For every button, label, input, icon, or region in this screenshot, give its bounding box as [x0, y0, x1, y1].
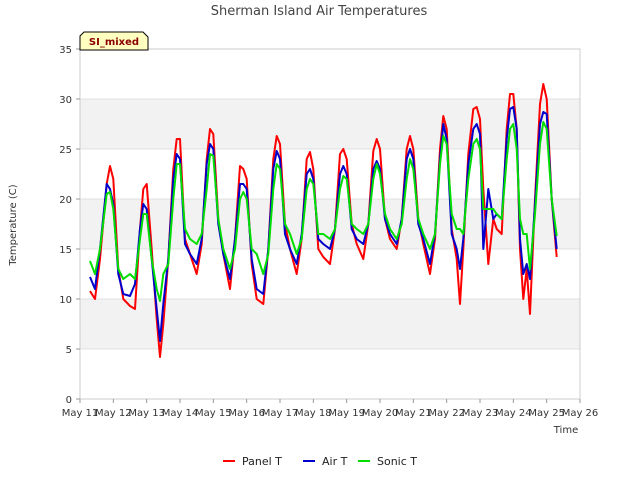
x-tick-label: May 24: [495, 408, 532, 419]
background-band: [80, 99, 580, 149]
x-tick-label: May 25: [528, 408, 565, 419]
background-band: [80, 199, 580, 249]
y-tick-label: 15: [59, 245, 72, 256]
y-axis-title: Temperature (C): [8, 184, 19, 266]
x-tick-label: May 15: [195, 408, 232, 419]
x-tick-label: May 26: [562, 408, 599, 419]
legend: Panel T Air T Sonic T: [223, 455, 417, 468]
badge-label: SI_mixed: [89, 37, 139, 48]
x-tick-label: May 13: [128, 408, 165, 419]
x-tick-label: May 16: [228, 408, 265, 419]
x-tick-label: May 19: [328, 408, 365, 419]
x-tick-label: May 14: [162, 408, 199, 419]
y-tick-label: 35: [59, 45, 72, 56]
y-tick-label: 0: [66, 395, 72, 406]
series-lines: [89, 83, 558, 358]
legend-label-sonic-t: Sonic T: [377, 455, 417, 468]
x-tick-label: May 20: [362, 408, 399, 419]
y-tick-label: 20: [59, 195, 72, 206]
y-axis-ticks: 0 5 10 15 20 25 30 35: [59, 45, 80, 406]
x-tick-label: May 22: [428, 408, 465, 419]
x-tick-label: May 11: [62, 408, 99, 419]
y-tick-label: 5: [66, 345, 72, 356]
x-tick-label: May 18: [295, 408, 332, 419]
badge-shape: [79, 31, 149, 51]
x-tick-label: May 17: [262, 408, 299, 419]
x-tick-label: May 21: [395, 408, 432, 419]
background-bands: [80, 99, 580, 349]
y-tick-label: 25: [59, 145, 72, 156]
y-tick-label: 30: [59, 95, 72, 106]
si-mixed-badge: SI_mixed: [79, 31, 149, 51]
chart-title: Sherman Island Air Temperatures: [211, 4, 428, 19]
x-tick-label: May 12: [95, 408, 132, 419]
x-axis-title: Time: [553, 425, 578, 436]
legend-label-panel-t: Panel T: [242, 455, 282, 468]
legend-label-air-t: Air T: [322, 455, 348, 468]
x-tick-label: May 23: [462, 408, 499, 419]
y-tick-label: 10: [59, 295, 72, 306]
series-line-sonic-t: [89, 121, 558, 302]
plot-frame: [79, 48, 581, 400]
